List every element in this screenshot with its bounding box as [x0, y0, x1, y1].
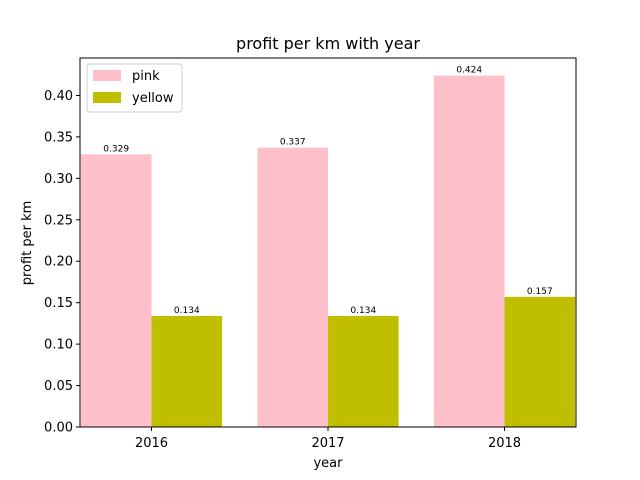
y-tick-label-0.40: 0.40 — [44, 89, 73, 104]
bar-yellow-2016 — [151, 315, 223, 427]
legend-label-pink: pink — [132, 69, 160, 84]
x-tick-label-2018: 2018 — [488, 436, 521, 451]
y-tick-label-0.35: 0.35 — [44, 130, 73, 145]
x-tick-label-2017: 2017 — [311, 436, 344, 451]
plot-area: 0.329 0.337 0.424 0.134 0.134 0.157 0.00 0.05 0.… — [44, 57, 577, 451]
y-tick-label-0.00: 0.00 — [44, 421, 73, 436]
legend-swatch-yellow — [93, 92, 121, 103]
legend-swatch-pink — [93, 70, 121, 81]
bar-yellow-2018 — [504, 296, 576, 427]
legend: pink yellow — [86, 63, 183, 113]
bar-pink-2017 — [257, 147, 328, 427]
x-tick-label-2016: 2016 — [135, 436, 168, 451]
y-tick-label-0.15: 0.15 — [44, 296, 73, 311]
bar-pink-2018 — [433, 75, 505, 428]
y-tick-label-0.10: 0.10 — [44, 338, 73, 353]
data-label-pink-2018: 0.424 — [456, 66, 482, 76]
data-label-pink-2016: 0.329 — [103, 144, 129, 154]
bar-yellow-2017 — [328, 315, 399, 427]
x-axis-label: year — [313, 456, 343, 471]
data-label-yellow-2017: 0.134 — [350, 306, 376, 316]
y-tick-label-0.30: 0.30 — [44, 172, 73, 187]
data-label-yellow-2016: 0.134 — [174, 306, 200, 316]
y-tick-label-0.20: 0.20 — [44, 255, 73, 270]
legend-label-yellow: yellow — [132, 91, 174, 106]
data-label-pink-2017: 0.337 — [280, 138, 306, 148]
y-tick-label-0.25: 0.25 — [44, 213, 73, 228]
y-axis-label: profit per km — [20, 201, 35, 286]
bar-pink-2016 — [80, 154, 152, 427]
y-tick-label-0.05: 0.05 — [44, 379, 73, 394]
axes-frame — [79, 57, 577, 428]
data-label-yellow-2018: 0.157 — [527, 287, 553, 297]
chart-title: profit per km with year — [236, 34, 420, 53]
